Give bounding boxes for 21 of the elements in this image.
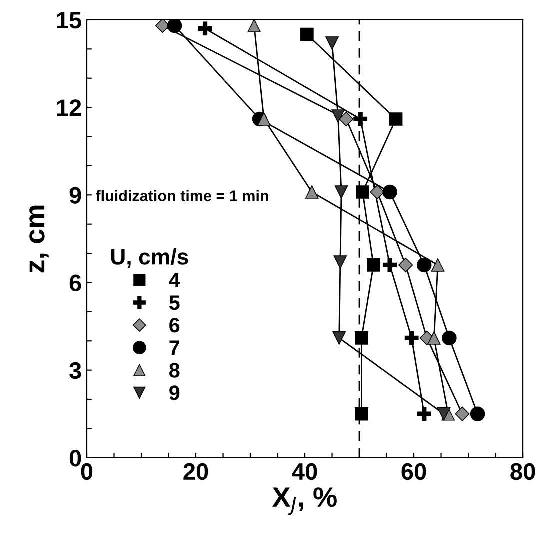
x-tick-label: 60 — [402, 463, 426, 480]
y-tick-label: 0 — [70, 450, 82, 467]
x-axis-title: X$_{J}$, % — [272, 488, 337, 516]
legend-label: 7 — [170, 340, 180, 356]
annotation: fluidization time = 1 min — [96, 190, 268, 202]
legend-label: 8 — [169, 363, 180, 378]
legend-title: U, cm/s — [111, 248, 188, 268]
x-tick-label: 20 — [184, 463, 208, 480]
x-tick-label: 40 — [292, 463, 318, 480]
legend-label: 6 — [170, 318, 180, 333]
y-tick-label: 3 — [70, 362, 82, 380]
y-tick-label: 9 — [70, 187, 82, 204]
legend-label: 9 — [170, 386, 180, 400]
y-tick-label: 6 — [70, 274, 82, 292]
legend-label: 4 — [169, 273, 180, 288]
legend-label: 5 — [169, 296, 180, 310]
y-tick-label: 12 — [57, 100, 82, 116]
y-tick-label: 15 — [57, 12, 82, 29]
x-tick-label: 80 — [510, 463, 536, 480]
y-axis-title: z, cm — [30, 206, 49, 273]
x-tick-label: 0 — [81, 463, 93, 480]
